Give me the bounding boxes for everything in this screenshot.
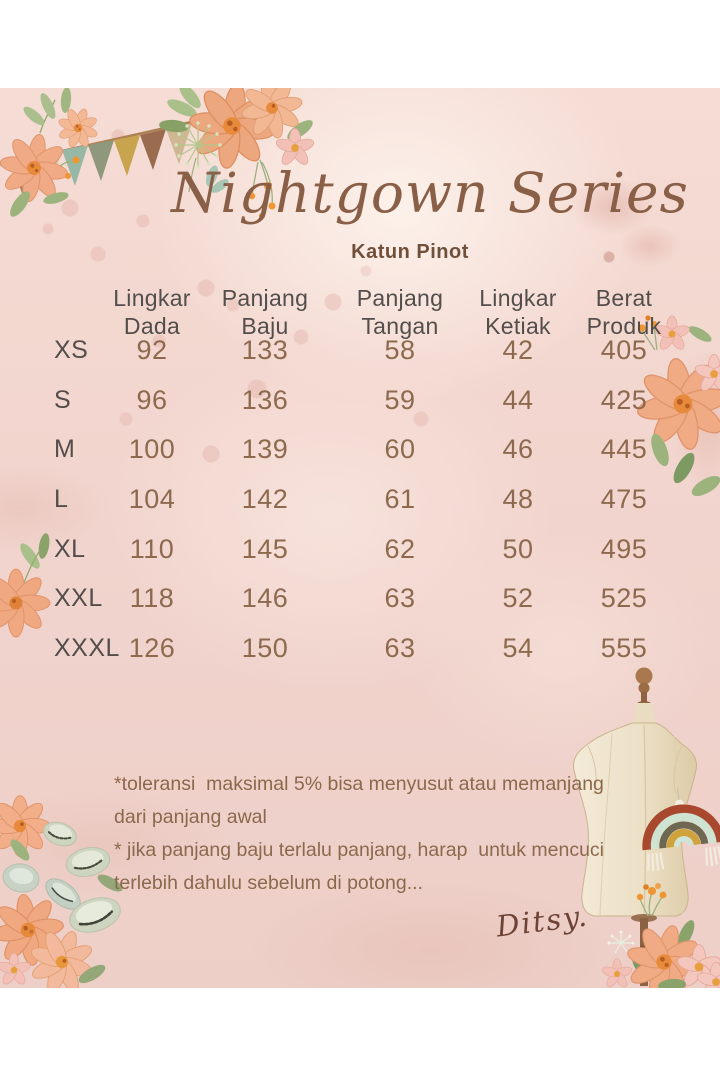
table-cell: 60 — [384, 434, 416, 465]
column-header: Lingkar Dada — [113, 285, 191, 339]
dress-form-mannequin-icon — [573, 667, 697, 986]
macrame-rainbow-icon — [642, 788, 720, 872]
table-cell: 100 — [128, 434, 176, 465]
table-cell: 63 — [384, 633, 416, 664]
table-cell: 555 — [600, 633, 648, 664]
size-label: S — [54, 385, 72, 414]
table-cell: 142 — [241, 484, 289, 515]
size-label: L — [54, 485, 69, 514]
note-line: * jika panjang baju terlalu panjang, har… — [114, 839, 604, 861]
table-cell: 136 — [241, 384, 289, 415]
table-cell: 495 — [600, 533, 648, 564]
table-cell: 445 — [600, 434, 648, 465]
watercolor-decorations — [0, 88, 720, 988]
table-cell: 54 — [502, 633, 534, 664]
table-cell: 42 — [502, 335, 534, 366]
table-cell: 59 — [384, 384, 416, 415]
note-line: dari panjang awal — [114, 806, 267, 828]
column-header: Panjang Tangan — [356, 285, 444, 339]
size-label: XXXL — [54, 634, 120, 663]
table-cell: 46 — [502, 434, 534, 465]
top-flower-cluster-icon — [159, 88, 315, 219]
table-cell: 425 — [600, 384, 648, 415]
table-cell: 92 — [136, 335, 168, 366]
table-cell: 61 — [384, 484, 416, 515]
table-cell: 110 — [129, 533, 175, 564]
table-cell: 126 — [128, 633, 176, 664]
column-header: Panjang Baju — [221, 285, 309, 339]
table-cell: 133 — [241, 335, 289, 366]
table-cell: 44 — [502, 384, 534, 415]
column-header: Berat Produk — [586, 285, 662, 339]
table-cell: 145 — [241, 533, 289, 564]
poster-card: Nightgown Series Katun Pinot Lingkar Dad… — [0, 88, 720, 988]
size-label: XS — [54, 336, 89, 365]
bottom-right-flowers-icon — [601, 883, 720, 988]
page-subtitle: Katun Pinot — [351, 241, 469, 263]
right-flower-cluster-icon — [637, 315, 720, 497]
table-cell: 475 — [600, 484, 648, 515]
table-cell: 139 — [241, 434, 289, 465]
table-cell: 58 — [384, 335, 416, 366]
note-line: *toleransi maksimal 5% bisa menyusut ata… — [114, 773, 604, 795]
table-cell: 405 — [600, 335, 648, 366]
cowrie-shells-icon — [0, 795, 123, 988]
table-cell: 150 — [241, 633, 289, 664]
table-cell: 62 — [384, 533, 416, 564]
care-notes: *toleransi maksimal 5% bisa menyusut ata… — [114, 768, 604, 900]
table-cell: 48 — [502, 484, 534, 515]
table-cell: 63 — [384, 583, 416, 614]
size-label: M — [54, 435, 76, 464]
size-label: XXL — [54, 584, 103, 613]
left-flower-icon — [0, 533, 51, 638]
size-label: XL — [54, 534, 86, 563]
column-header: Lingkar Ketiak — [479, 285, 557, 339]
table-cell: 96 — [136, 384, 168, 415]
dandelion-sprig-icon — [174, 121, 222, 193]
corner-flowers-icon — [0, 88, 98, 217]
table-cell: 118 — [129, 583, 175, 614]
page-title: Nightgown Series — [171, 161, 689, 225]
table-cell: 52 — [502, 583, 534, 614]
table-cell: 104 — [128, 484, 176, 515]
size-chart-table: Lingkar Dada Panjang Baju Panjang Tangan… — [45, 276, 677, 674]
table-cell: 525 — [600, 583, 648, 614]
table-cell: 146 — [241, 583, 289, 614]
note-line: terlebih dahulu sebelum di potong... — [114, 872, 423, 894]
table-cell: 50 — [502, 533, 534, 564]
